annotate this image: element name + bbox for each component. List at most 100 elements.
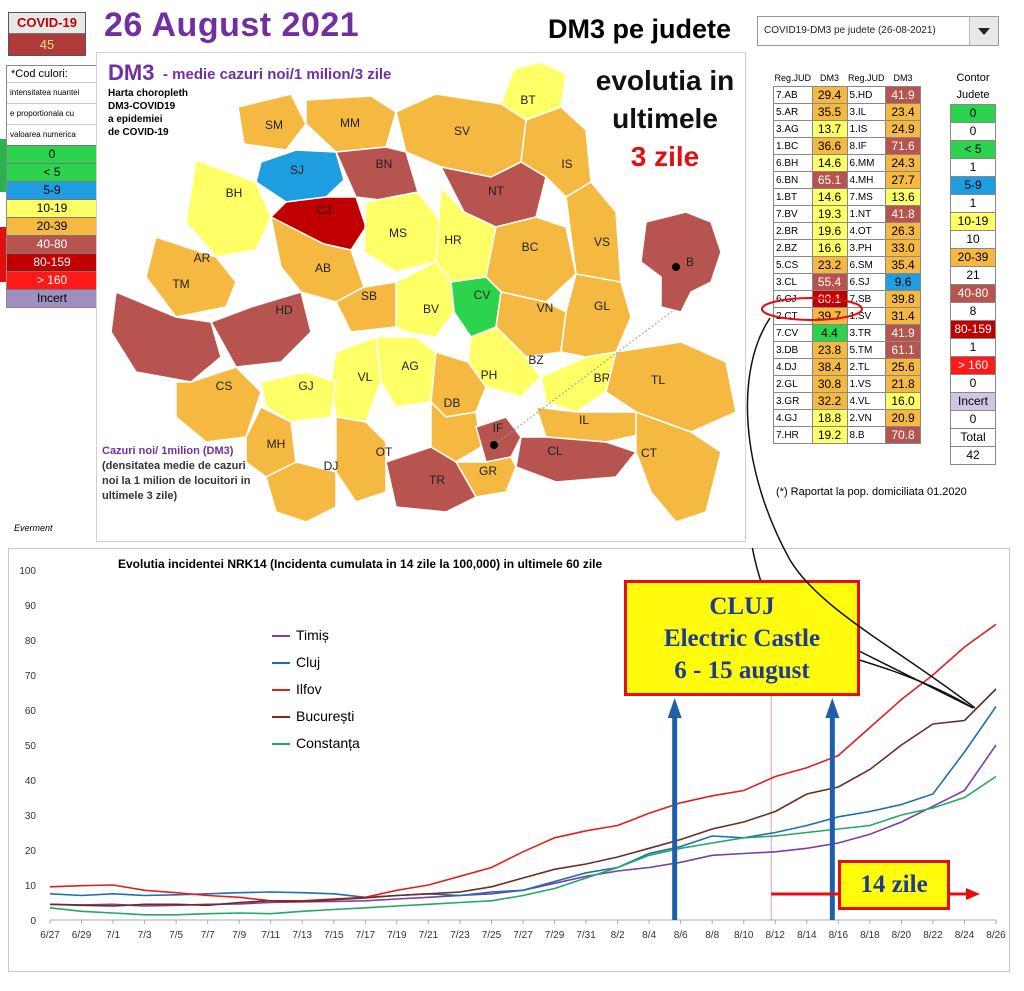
- evolution-title-line: ultimele: [612, 103, 718, 134]
- county-label: DJ: [324, 459, 339, 473]
- x-tick-label: 8/4: [642, 930, 656, 941]
- county-label: CV: [474, 288, 491, 302]
- county-code-cell: 6.MM: [846, 154, 887, 172]
- x-tick-label: 6/27: [40, 930, 60, 941]
- legend-band: 5-9: [7, 181, 97, 199]
- legend-band: 10-19: [7, 199, 97, 217]
- x-tick-label: 7/21: [419, 930, 439, 941]
- county-code-cell: 7.HR: [773, 426, 813, 444]
- table-header: DM3: [893, 73, 913, 83]
- dm3-value-cell: 30.8: [811, 375, 848, 393]
- county-label: GJ: [298, 379, 313, 393]
- table-header: Reg.JUD: [848, 73, 885, 83]
- dm3-value-cell: 19.3: [811, 205, 848, 223]
- table-row: 6.BN 65.1 4.MH 27.7: [773, 171, 922, 189]
- legend-label: Cluj: [296, 654, 321, 670]
- county-label: MH: [267, 437, 286, 451]
- series-line-constanța: [49, 775, 997, 916]
- counter-cell: 5-9: [950, 176, 996, 194]
- table-row: 1.BC 36.6 8.IF 71.6: [773, 137, 922, 155]
- counter-cell: 8: [950, 302, 996, 320]
- county-label: VL: [358, 370, 373, 384]
- county-if: [475, 416, 522, 463]
- legend-swatch: [272, 662, 290, 665]
- y-tick-label: 0: [30, 916, 36, 927]
- dm3-value-cell: 23.2: [811, 256, 848, 274]
- y-tick-label: 20: [25, 846, 37, 857]
- cluj-annotation-line: 6 - 15 august: [674, 657, 810, 684]
- y-tick-label: 40: [25, 776, 37, 787]
- x-tick-label: 7/19: [387, 930, 407, 941]
- county-cl: [515, 436, 638, 483]
- counter-header: Judete: [956, 89, 990, 101]
- county-tr: [385, 446, 478, 513]
- x-tick-label: 7/5: [169, 930, 183, 941]
- x-tick-label: 7/17: [356, 930, 376, 941]
- dm3-value-cell: 41.8: [885, 205, 922, 223]
- y-tick-label: 80: [25, 636, 37, 647]
- romania-map: BT SM MM SV BN SJ IS NT CJ BH MS HR BC VS AR AB CV TM HD SB…: [110, 61, 737, 523]
- series-line-cluj: [49, 706, 997, 899]
- date-select[interactable]: COVID19-DM3 pe judete (26-08-2021): [757, 16, 999, 46]
- x-tick-label: 7/1: [106, 930, 120, 941]
- x-tick-label: 8/6: [674, 930, 688, 941]
- dm3-value-cell: 13.6: [885, 188, 922, 206]
- county-code-cell: 4.MH: [846, 171, 887, 189]
- county-code-cell: 5.TM: [846, 341, 887, 359]
- county-label: IS: [561, 157, 572, 171]
- chevron-down-icon[interactable]: [969, 17, 998, 45]
- dm3-value-cell: 16.6: [811, 239, 848, 257]
- legend-note: e proportionala cu: [7, 103, 97, 124]
- dm3-value-cell: 29.4: [811, 86, 848, 104]
- counter-cell: 40-80: [950, 284, 996, 302]
- county-label: BN: [376, 157, 393, 171]
- x-tick-label: 8/8: [705, 930, 719, 941]
- dm3-value-cell: 65.1: [811, 171, 848, 189]
- county-label: DB: [444, 396, 461, 410]
- dm3-value-cell: 27.7: [885, 171, 922, 189]
- map-description-line: de COVID-19: [108, 127, 169, 138]
- evolution-title-line: evolutia in: [595, 65, 735, 96]
- county-label: IF: [493, 421, 504, 435]
- county-il: [534, 406, 653, 443]
- y-tick-label: 10: [25, 881, 37, 892]
- legend-band: 0: [7, 145, 97, 163]
- legend-item: Cluj: [272, 649, 360, 676]
- table-row: 7.AB 29.4 5.HD 41.9: [773, 86, 922, 104]
- county-code-cell: 1.BC: [773, 137, 813, 155]
- date-title: 26 August 2021: [104, 6, 360, 44]
- x-tick-label: 7/9: [232, 930, 246, 941]
- counter-cell: 0: [950, 374, 996, 392]
- credit: Everment: [14, 523, 53, 533]
- dm3-value-cell: 4.4: [811, 324, 848, 342]
- bucharest-leader-line: [497, 309, 675, 443]
- x-tick-label: 8/22: [923, 930, 943, 941]
- covid-badge: COVID-19 45: [8, 12, 86, 56]
- legend-item: Ilfov: [272, 676, 360, 703]
- county-code-cell: 4.DJ: [773, 358, 813, 376]
- map-cazuri-note: Cazuri noi/ 1milion (DM3) (densitatea me…: [102, 444, 262, 504]
- legend-label: Timiș: [296, 627, 329, 643]
- county-code-cell: 3.GR: [773, 392, 813, 410]
- counter-cell: 0: [950, 104, 996, 122]
- x-tick-label: 7/25: [482, 930, 502, 941]
- county-label: SB: [361, 289, 377, 303]
- dm3-value-cell: 71.6: [885, 137, 922, 155]
- badge-number: 45: [9, 34, 85, 55]
- dm3-value-cell: 9.6: [885, 273, 922, 291]
- county-code-cell: 7.BV: [773, 205, 813, 223]
- cluj-annotation: CLUJ Electric Castle 6 - 15 august: [624, 580, 860, 696]
- x-tick-label: 8/26: [986, 930, 1006, 941]
- x-tick-label: 7/23: [450, 930, 470, 941]
- county-code-cell: 1.SV: [846, 307, 887, 325]
- dm3-value-cell: 55.4: [811, 273, 848, 291]
- dm3-value-cell: 35.4: [885, 256, 922, 274]
- dm3-value-cell: 19.2: [811, 426, 848, 444]
- legend-item: București: [272, 703, 360, 730]
- table-row: 7.HR 19.2 8.B 70.8: [773, 426, 922, 444]
- county-bh: [185, 158, 272, 258]
- zile-annotation: 14 zile: [838, 860, 950, 910]
- county-code-cell: 4.OT: [846, 222, 887, 240]
- y-tick-label: 90: [25, 601, 37, 612]
- county-label: CJ: [317, 203, 332, 217]
